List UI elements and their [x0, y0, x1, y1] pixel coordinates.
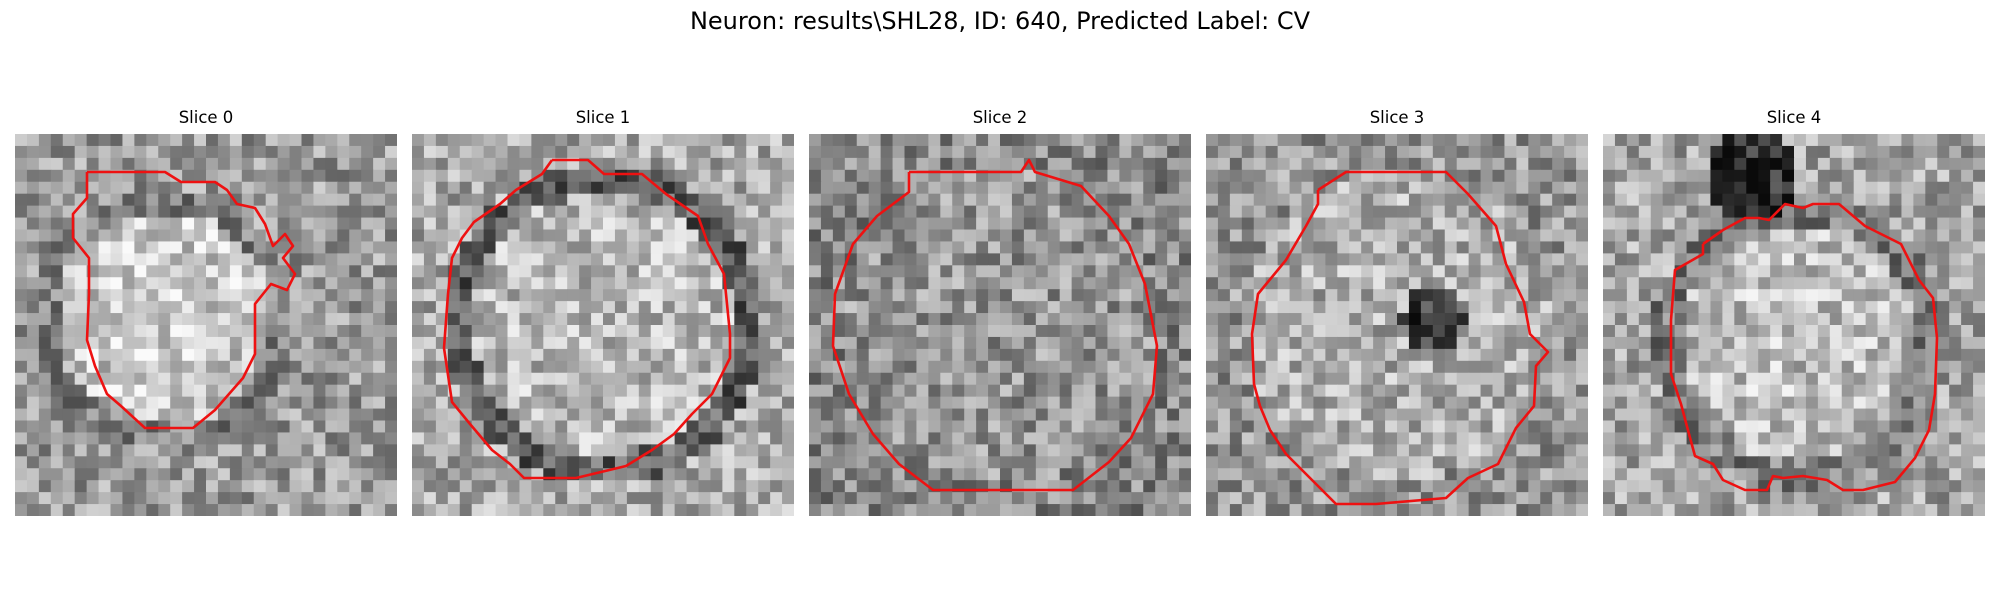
slice-image	[1206, 134, 1588, 516]
slice-panel-2: Slice 2	[809, 108, 1191, 516]
slice-image	[1603, 134, 1985, 516]
slice-title: Slice 0	[178, 108, 234, 127]
slice-image	[809, 134, 1191, 516]
segmentation-contour	[831, 158, 1159, 492]
slice-panel-1: Slice 1	[412, 108, 794, 516]
slice-title: Slice 2	[972, 108, 1028, 127]
segmentation-contour	[71, 170, 297, 430]
slice-panel-0: Slice 0	[15, 108, 397, 516]
segmentation-contour	[442, 158, 732, 480]
slice-title: Slice 4	[1766, 108, 1822, 127]
slice-title: Slice 1	[575, 108, 631, 127]
slice-title: Slice 3	[1369, 108, 1425, 127]
segmentation-contour	[1250, 170, 1550, 506]
segmentation-contour	[1669, 202, 1939, 492]
slice-image	[15, 134, 397, 516]
slice-panel-4: Slice 4	[1603, 108, 1985, 516]
figure-title: Neuron: results\SHL28, ID: 640, Predicte…	[689, 7, 1311, 35]
slice-image	[412, 134, 794, 516]
slice-panel-3: Slice 3	[1206, 108, 1588, 516]
